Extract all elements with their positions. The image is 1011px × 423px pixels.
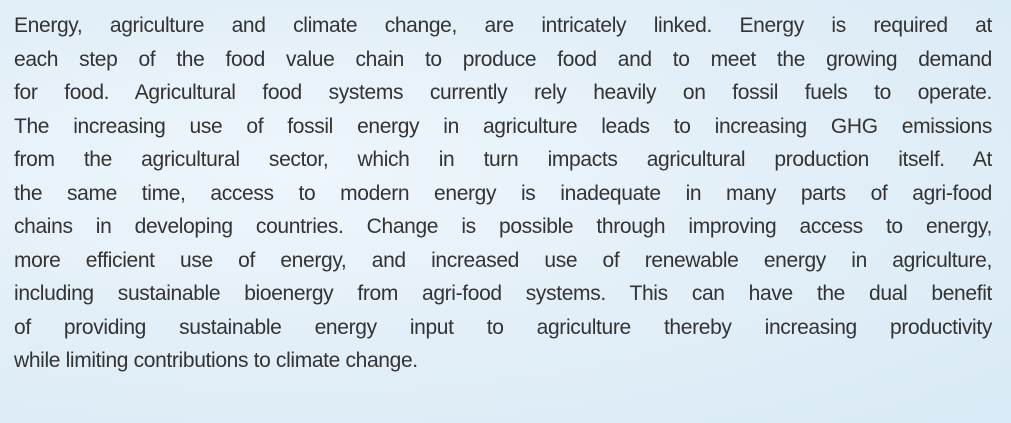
text-line: while limiting contributions to climate … <box>14 349 418 372</box>
text-line: Energy, agriculture and climate change, … <box>14 14 992 37</box>
text-line: from the agricultural sector, which in t… <box>14 148 992 171</box>
paragraph: Energy, agriculture and climate change, … <box>14 9 992 378</box>
text-line: each step of the food value chain to pro… <box>14 47 992 71</box>
text-line: chains in developing countries. Change i… <box>14 215 992 238</box>
text-line: for food. Agricultural food systems curr… <box>14 81 992 104</box>
text-line: The increasing use of fossil energy in a… <box>14 114 992 138</box>
text-line: the same time, access to modern energy i… <box>14 181 992 205</box>
text-line: including sustainable bioenergy from agr… <box>14 282 992 305</box>
text-line: of providing sustainable energy input to… <box>14 315 992 339</box>
text-line: more efficient use of energy, and increa… <box>14 248 992 272</box>
